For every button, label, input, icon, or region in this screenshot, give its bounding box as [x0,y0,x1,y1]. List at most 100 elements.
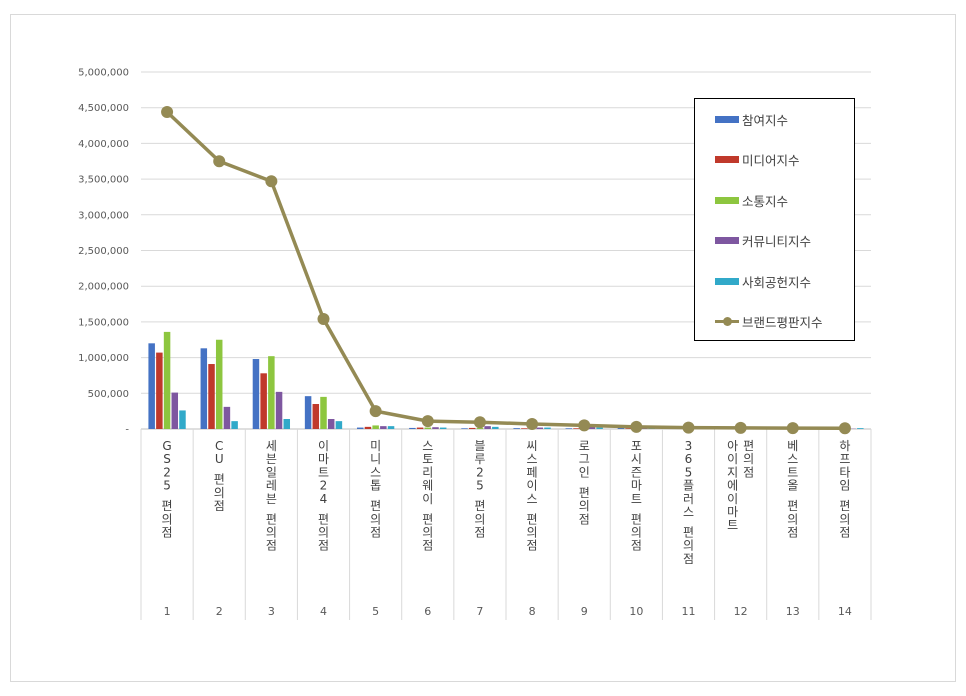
index-label: 8 [529,605,536,618]
bar [275,391,283,429]
legend-swatch [715,236,739,244]
legend-item-community: 커뮤니티지수 [715,230,811,250]
bar [231,421,238,429]
line-point [317,313,330,326]
bar [179,410,186,429]
y-tick-label: 4,500,000 [78,103,129,114]
bar [492,426,499,429]
bar [260,373,267,429]
legend-label: 커뮤니티지수 [742,233,812,249]
bar [252,359,260,429]
bar [327,419,335,429]
bar [439,427,447,429]
line-point [786,422,799,435]
legend-item-media: 미디어지수 [715,149,800,169]
y-tick-label: 3,500,000 [78,175,129,186]
bar [625,428,632,429]
bar [312,404,320,429]
index-label: 13 [786,605,800,618]
bar [208,364,215,429]
line-point [734,421,747,434]
line-point [213,155,226,168]
bar [565,428,573,429]
line-point [369,405,382,418]
legend-swatch [715,196,739,204]
bar [416,427,424,429]
bar [268,356,275,429]
line-point [265,175,278,188]
index-label: 4 [320,605,327,618]
legend-line-marker [715,316,739,326]
category-separators [140,429,872,620]
index-label: 7 [476,605,483,618]
bar [424,427,432,429]
bar [617,427,625,429]
legend-swatch [715,277,739,285]
legend-label: 소통지수 [742,193,789,209]
line-point [526,418,539,431]
bar [468,427,476,429]
bar [432,427,439,429]
bar [148,343,155,429]
y-tick-label: 3,000,000 [78,210,129,221]
y-tick-label: 2,000,000 [78,282,129,293]
legend-label: 미디어지수 [742,152,800,168]
line-point [161,105,174,118]
bar [356,427,364,429]
line-point [682,421,695,434]
bar [380,426,387,429]
bar [156,352,163,429]
y-tick-label: 4,000,000 [78,139,129,150]
index-label: 10 [629,605,643,618]
legend-item-participation: 참여지수 [715,109,788,129]
y-tick-label: - [125,425,129,436]
index-label: 1 [164,605,171,618]
index-labels: 1 2 3 4 5 6 7 8 9 10 11 12 13 14 [164,605,852,618]
bar [387,426,395,429]
bar [596,427,603,429]
bar [536,427,544,429]
y-tick-label: 1,500,000 [78,317,129,328]
legend: 참여지수 미디어지수 소통지수 커뮤니티지수 사회공헌지수 브랜드평판지수 [694,98,855,341]
category-label: 아 이 지 에 이 마 트 편 의 점 [727,439,754,532]
bar [223,406,231,429]
bar [372,425,379,429]
line-point [838,422,851,435]
bar [857,428,864,429]
bar [476,427,484,429]
index-label: 12 [734,605,748,618]
bar [304,396,312,429]
index-label: 11 [682,605,696,618]
index-label: 3 [268,605,275,618]
bar [283,419,291,429]
line-point [578,419,591,432]
bar [544,427,551,429]
y-tick-label: 5,000,000 [78,68,129,79]
y-axis-ticks: - 500,000 1,000,000 1,500,000 2,000,000 2,500… [78,68,129,436]
bar [573,428,580,429]
y-tick-label: 500,000 [88,389,129,400]
bar [215,339,223,429]
line-point [630,420,643,433]
legend-item-communication: 소통지수 [715,190,788,210]
bar [335,421,343,429]
